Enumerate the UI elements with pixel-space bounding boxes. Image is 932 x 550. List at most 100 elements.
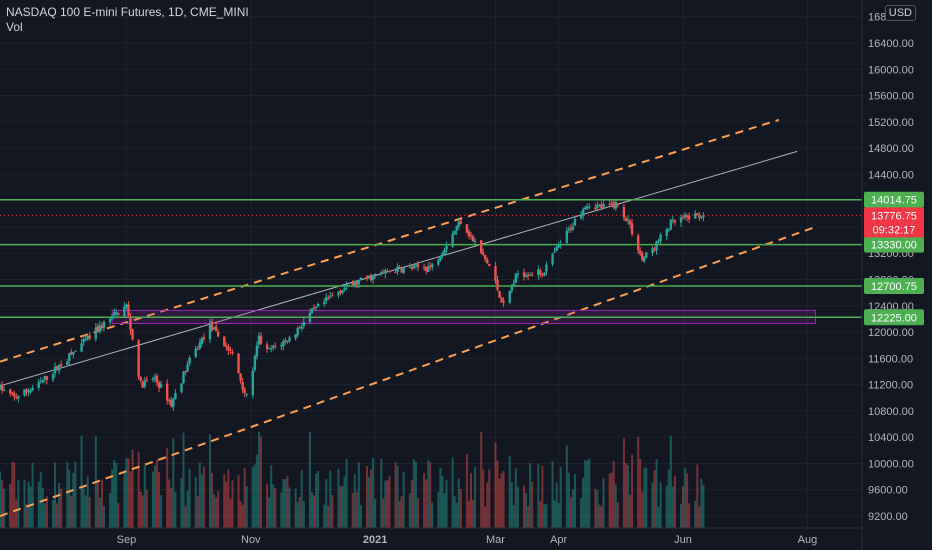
candle-body [610, 202, 613, 204]
price-tick-label: 10800.00 [868, 406, 914, 418]
candle-body [494, 265, 497, 281]
candle-body [398, 266, 401, 268]
volume-bar [86, 476, 89, 528]
candle-body [437, 259, 440, 265]
volume-bar [41, 487, 44, 528]
volume-bar [366, 466, 369, 528]
candle-body [608, 203, 611, 205]
candle-body [66, 361, 69, 365]
candle-body [602, 204, 605, 207]
time-tick-label: Apr [550, 534, 567, 546]
volume-bar [484, 506, 487, 528]
candle-body [227, 346, 230, 351]
volume-bar [343, 476, 346, 528]
volume-bar [15, 499, 18, 528]
volume-bar [482, 469, 485, 528]
volume-bar [213, 494, 216, 528]
candle-body [282, 341, 285, 347]
candle-body [473, 241, 477, 243]
volume-bar [439, 467, 442, 528]
candle-body [214, 326, 218, 331]
volume-bar [310, 491, 313, 528]
volume-bar [153, 465, 156, 528]
candle-body [170, 399, 173, 407]
volume-bar [700, 478, 703, 528]
candle-body [526, 274, 530, 277]
candle-body [667, 228, 670, 230]
candle-body [512, 283, 516, 287]
candle-body [53, 366, 57, 374]
volume-bar [237, 475, 240, 528]
volume-bar [402, 471, 405, 528]
candle-body [402, 267, 405, 273]
candle-body [551, 253, 554, 265]
volume-bar [88, 497, 91, 528]
volume-bar [56, 503, 59, 528]
volume-bar [100, 479, 103, 528]
volume-bar [614, 484, 617, 528]
volume-bar [394, 462, 397, 528]
candle-body [267, 347, 271, 349]
candle-body [123, 306, 126, 317]
volume-bar [400, 496, 403, 528]
price-tick-label: 15200.00 [868, 117, 914, 129]
candle-body [153, 376, 157, 379]
price-tick-label: 9600.00 [868, 485, 908, 497]
candle-body [488, 263, 491, 267]
volume-bar [539, 500, 542, 528]
candle-body [696, 213, 699, 215]
candle-body [439, 257, 442, 261]
candle-body [339, 290, 342, 293]
volume-bar [423, 473, 426, 528]
candle-body [655, 241, 658, 251]
candle-body [455, 225, 458, 231]
volume-bar [168, 479, 171, 528]
volume-indicator-label[interactable]: Vol [6, 20, 23, 34]
volume-bar [239, 500, 242, 528]
volume-bar [184, 506, 187, 528]
volume-bar [545, 503, 548, 528]
candle-body [127, 304, 130, 316]
candle-body [565, 230, 569, 243]
volume-bar [345, 458, 348, 528]
candle-body [685, 215, 689, 218]
candle-body [325, 297, 328, 302]
volume-bar [127, 458, 130, 528]
candle-body [443, 249, 446, 255]
candle-body [88, 335, 91, 339]
candle-body [645, 252, 648, 258]
volume-bar [696, 464, 699, 528]
candle-body [700, 217, 703, 219]
volume-bar [472, 499, 475, 528]
candle-body [414, 264, 418, 266]
price-tick-label: 10400.00 [868, 432, 914, 444]
candle-body [329, 296, 332, 298]
candle-body [229, 349, 232, 351]
candle-body [510, 286, 513, 291]
candle-body [82, 338, 85, 343]
candle-body [225, 346, 228, 348]
candle-body [343, 287, 346, 290]
volume-bar [245, 486, 248, 528]
candle-body [502, 301, 505, 303]
candle-body [594, 207, 597, 210]
volume-bar [669, 435, 672, 528]
candle-body [345, 283, 348, 287]
price-level-tag [864, 236, 924, 253]
volume-bar [25, 504, 28, 528]
volume-bar [98, 497, 101, 528]
volume-bar [0, 471, 1, 528]
volume-bar [272, 484, 275, 528]
volume-bar [537, 464, 540, 528]
volume-bar [386, 480, 389, 528]
currency-button[interactable]: USD [884, 5, 916, 21]
volume-bar [398, 501, 401, 528]
volume-bar [374, 499, 377, 528]
volume-bar [282, 479, 285, 528]
candle-body [108, 318, 112, 323]
symbol-title[interactable]: NASDAQ 100 E-mini Futures, 1D, CME_MINI [6, 5, 249, 19]
volume-bar [557, 502, 560, 528]
candle-body [365, 276, 369, 279]
